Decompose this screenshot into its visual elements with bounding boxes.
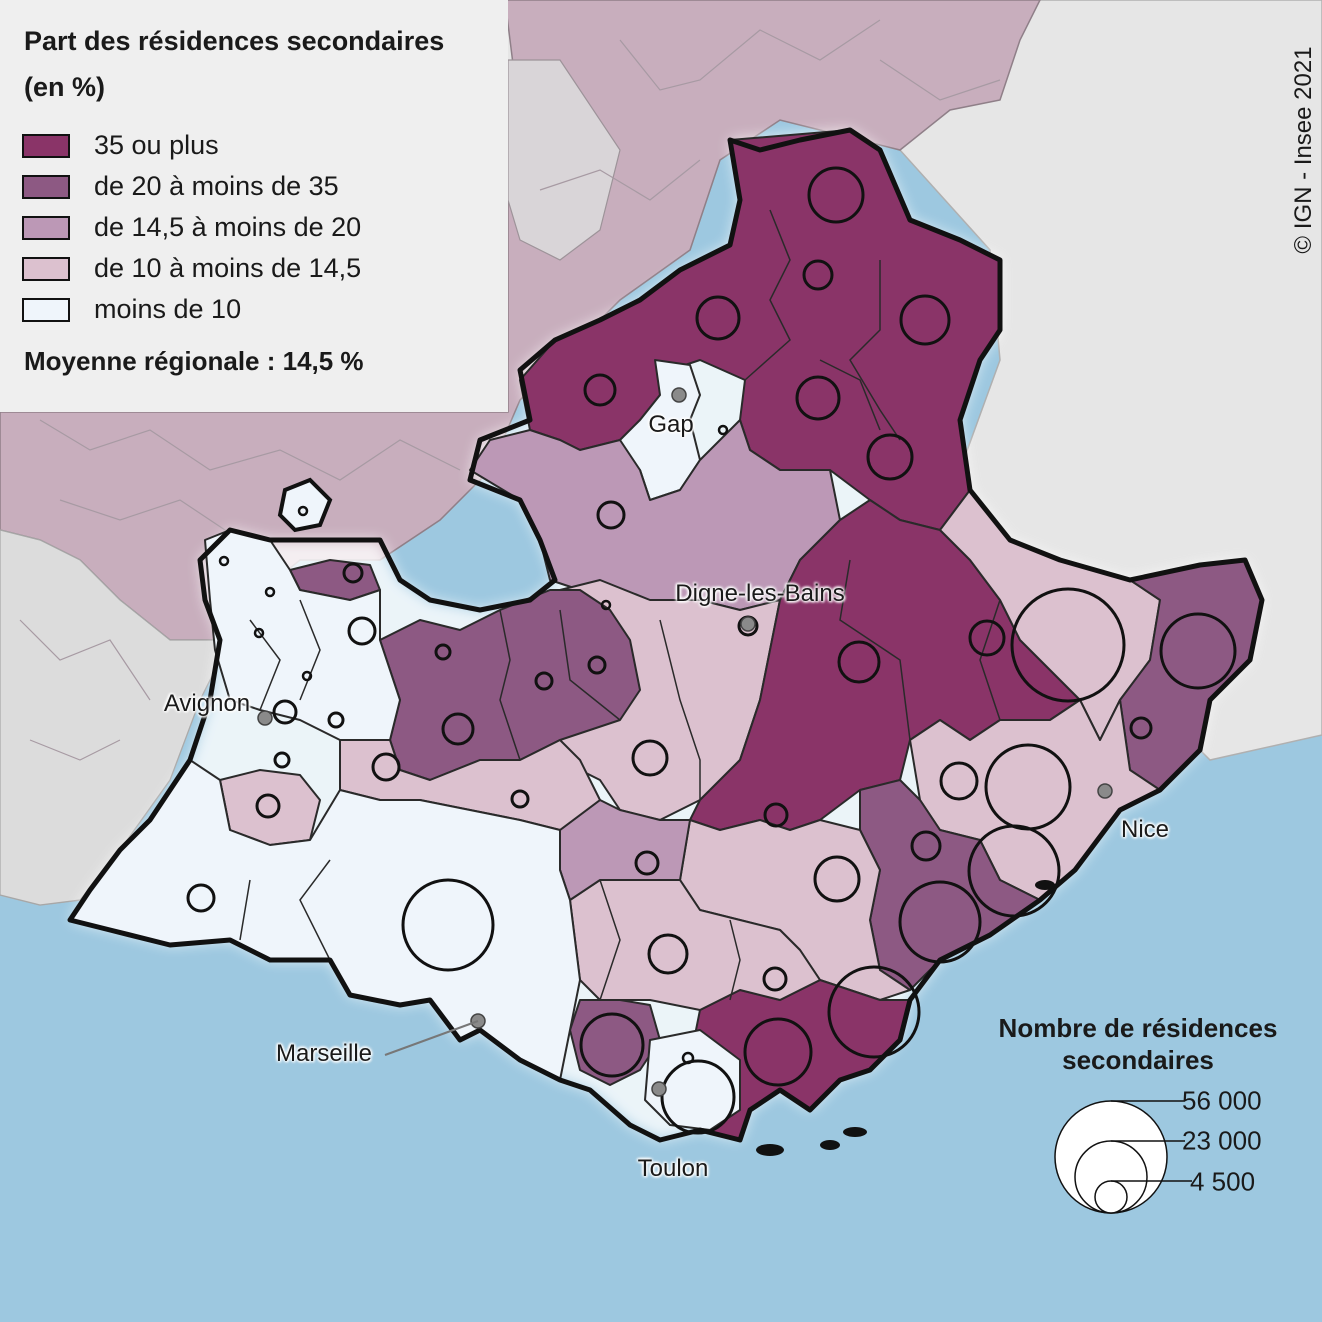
legend-class-label: moins de 10	[94, 294, 242, 324]
size-legend-value-large: 56 000	[1182, 1085, 1262, 1116]
size-legend-value-small: 4 500	[1190, 1166, 1256, 1197]
size-legend-leaders	[1111, 1100, 1192, 1182]
choropleth-zones	[69, 129, 1263, 1141]
legend-swatch-1	[22, 134, 70, 158]
legend-swatch-2	[22, 175, 70, 199]
city-point-digne	[740, 616, 756, 632]
enclave-outline	[277, 477, 333, 533]
legend-swatch-4	[22, 257, 70, 281]
city-label-nice: Nice	[1120, 816, 1170, 843]
legend-title: Part des résidences secondaires	[24, 26, 445, 56]
islands	[756, 880, 1055, 1156]
city-point-gap	[671, 387, 687, 403]
internal-borders	[239, 209, 1001, 1001]
neighbor-region-north	[0, 0, 1041, 641]
legend-class-label: 35 ou plus	[94, 130, 219, 160]
legend-swatch-5	[22, 298, 70, 322]
legend-swatch-3	[22, 216, 70, 240]
city-label-toulon: Toulon	[637, 1155, 709, 1182]
legend-class-label: de 20 à moins de 35	[94, 171, 339, 201]
proportional-circles	[186, 166, 1237, 1135]
size-legend-title-line1: Nombre de résidences	[998, 1013, 1278, 1043]
city-label-digne: Digne-les-Bains	[675, 580, 845, 607]
city-point-avignon	[257, 710, 273, 726]
neighbor-region-west	[0, 529, 231, 906]
legend-class-label: de 10 à moins de 14,5	[94, 253, 362, 283]
city-label-marseille: Marseille	[275, 1040, 373, 1067]
regional-mean: Moyenne régionale : 14,5 %	[24, 346, 364, 376]
legend-panel: Part des résidences secondaires (en %) 3…	[0, 0, 508, 412]
size-legend-value-medium: 23 000	[1182, 1125, 1262, 1156]
legend-unit: (en %)	[24, 72, 105, 102]
size-legend-title-line2: secondaires	[1062, 1045, 1214, 1075]
size-legend-title: Nombre de résidences secondaires	[968, 1012, 1308, 1076]
copyright: © IGN - Insee 2021	[1290, 46, 1317, 254]
city-label-gap: Gap	[648, 411, 694, 438]
marseille-leader-line	[384, 1020, 479, 1056]
size-legend-circles	[1054, 1100, 1168, 1214]
city-points	[257, 387, 1113, 1097]
city-point-nice	[1097, 783, 1113, 799]
region-outline	[67, 127, 1265, 1143]
city-point-toulon	[651, 1081, 667, 1097]
neighbor-region-grey-strip	[507, 59, 621, 261]
legend-class-label: de 14,5 à moins de 20	[94, 212, 362, 242]
neighbor-boundaries	[19, 19, 1001, 761]
city-label-avignon: Avignon	[163, 690, 251, 717]
zone-comtat	[204, 529, 401, 741]
